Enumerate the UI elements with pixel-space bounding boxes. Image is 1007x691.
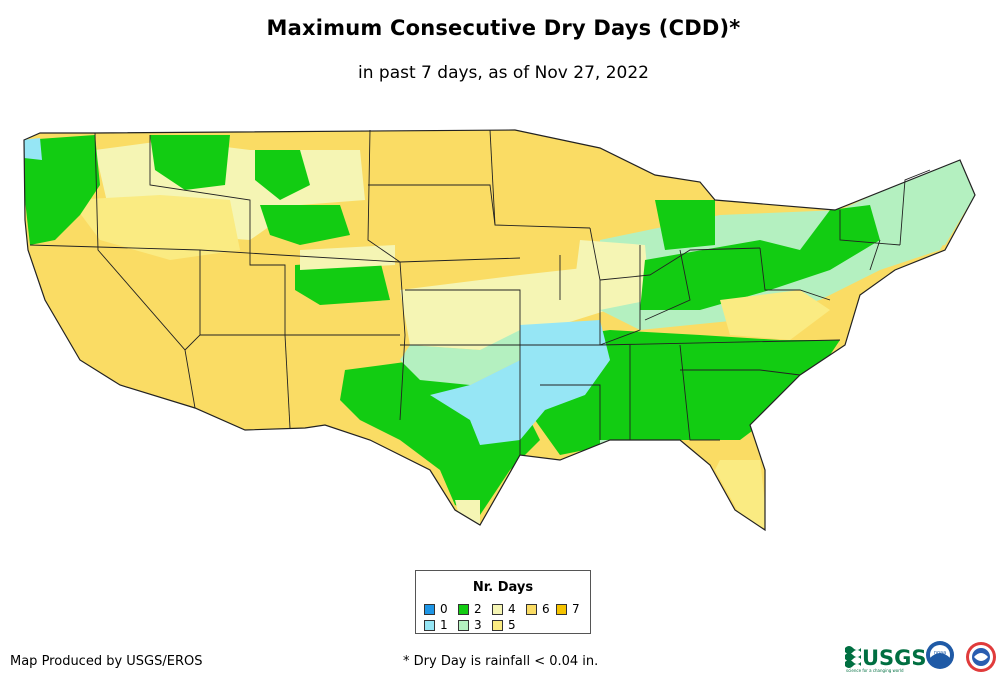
zone-2-pacific-nw [24,135,100,245]
legend-item-1: 1 [424,618,448,632]
legend-item-5: 5 [492,618,516,632]
legend-label: 5 [508,618,516,632]
legend-label: 2 [474,602,482,616]
legend-swatch [424,603,435,615]
legend-label: 6 [542,602,550,616]
us-dry-days-map [23,129,976,532]
map-title: Maximum Consecutive Dry Days (CDD)* [266,16,741,40]
legend-label: 4 [508,602,516,616]
legend-swatch [458,619,469,631]
zone-2-montana [255,150,310,200]
zone-5-appalachia [720,290,830,340]
zone-5-florida [715,460,768,530]
zone-3-okla-band [400,330,520,385]
noaa-logo: noaa [926,641,954,669]
usgs-logo: USGS science for a changing world [845,646,927,673]
legend-item-2: 2 [458,602,482,616]
nws-logo-icon [966,642,996,672]
usgs-wordmark: USGS [862,646,927,670]
zone-3-new-england [900,158,975,250]
zone-2-wyoming [260,205,350,245]
zone-1-olympic [24,138,42,160]
zone-2-southeast [535,330,840,455]
legend-item-7: 7 [556,602,580,616]
zone-4-colorado [300,245,395,270]
dry-day-footnote: * Dry Day is rainfall < 0.04 in. [403,654,599,669]
agency-logos: USGS science for a changing world noaa [845,641,996,673]
legend-swatch [556,603,567,615]
zone-2-ohio-valley [640,205,880,310]
legend-swatch [424,619,435,631]
legend-item-4: 4 [492,602,516,616]
legend-item-0: 0 [424,602,448,616]
legend-title: Nr. Days [472,580,534,595]
zone-2-colorado [295,260,390,305]
zone-5-west [70,195,240,260]
legend-swatch [458,603,469,615]
noaa-wordmark: noaa [934,650,946,656]
legend-label: 3 [474,618,482,632]
legend-swatch [492,603,503,615]
usgs-tagline: science for a changing world [846,668,904,673]
legend-label: 0 [440,602,448,616]
map-credit: Map Produced by USGS/EROS [10,654,203,669]
zone-2-idaho [150,135,230,190]
legend-swatch [492,619,503,631]
zone-2-michigan [655,200,715,250]
legend-item-6: 6 [526,602,550,616]
state-boundaries [23,129,976,532]
map-subtitle: in past 7 days, as of Nov 27, 2022 [358,63,649,83]
legend-item-3: 3 [458,618,482,632]
legend-label: 1 [440,618,448,632]
legend: Nr. Days 0 1 2 3 4 5 6 7 [415,570,591,634]
legend-swatch [526,603,537,615]
zone-4-lakes [575,240,650,310]
legend-label: 7 [572,602,580,616]
